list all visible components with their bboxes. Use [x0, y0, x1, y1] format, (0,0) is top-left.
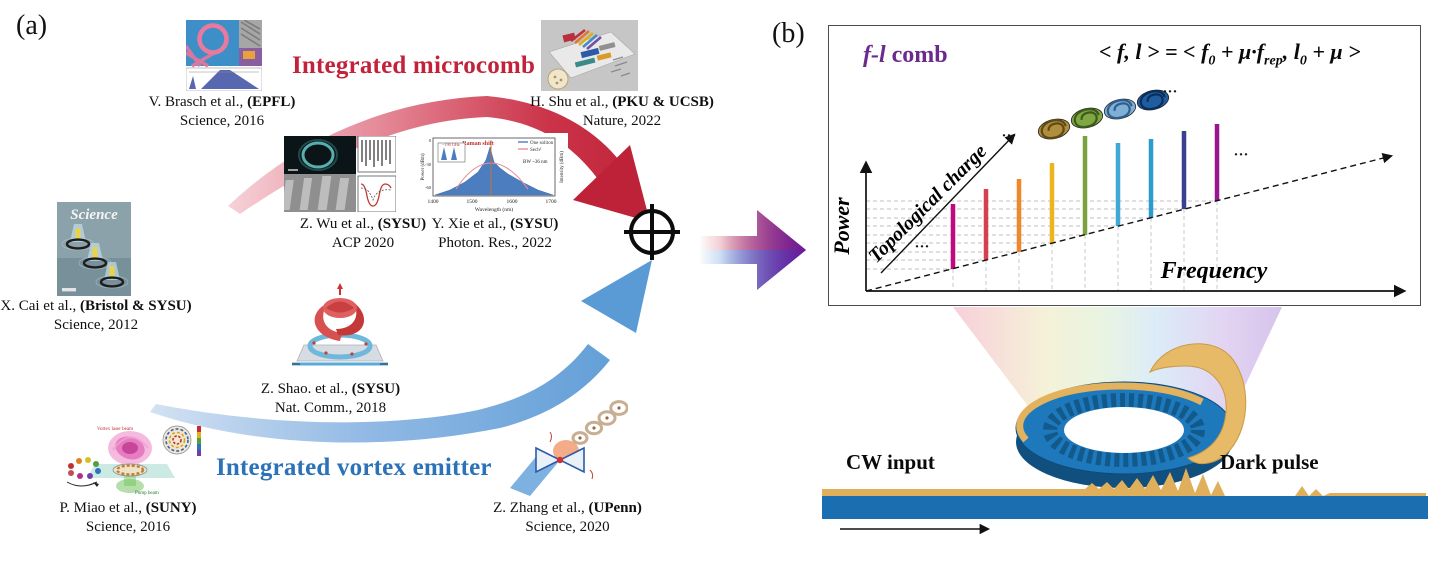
miao-figure-image: Vortex laser beam Pump beam [66, 425, 201, 496]
rainbow-ring [66, 457, 101, 487]
vortex-ring-chain [571, 400, 628, 445]
citation-xie: Y. Xie et al., (SYSU) Photon. Res., 2022 [431, 216, 559, 251]
ellipsis-mark: ··· [1162, 84, 1177, 100]
citation-wu: Z. Wu et al., (SYSU) ACP 2020 [299, 216, 427, 251]
citation-cai: X. Cai et al., (Bristol & SYSU) Science,… [0, 298, 192, 333]
xie-inset-label: ~190 GHz [442, 142, 460, 147]
xie-bw-label: BW ~36 nm [523, 160, 548, 165]
miao-pump-label: Pump beam [135, 491, 159, 496]
dark-pulse-label: Dark pulse [1220, 450, 1319, 474]
vortex-arrow [150, 260, 652, 443]
vortex-spiral-icon [1136, 89, 1170, 111]
shao-figure-image [292, 283, 388, 366]
miao-vortex-label: Vortex laser beam [97, 427, 133, 432]
comb-plot: ············ Power Frequency Topological… [829, 84, 1407, 298]
svg-text:1700: 1700 [546, 199, 557, 205]
pink-vortex [108, 431, 152, 493]
panel-b-label: (b) [772, 18, 805, 49]
svg-text:-30: -30 [425, 162, 432, 167]
cai-figure-image: Science [57, 202, 131, 296]
science-cover-masthead: Science [70, 207, 118, 223]
xie-figure-image: Raman shift One soliton Sech² BW ~36 nm … [420, 133, 568, 213]
panel-a-label: (a) [16, 10, 48, 41]
microring-device [822, 307, 1428, 535]
ellipsis-mark: ··· [1001, 128, 1016, 144]
xie-legend-1: One soliton [530, 141, 554, 146]
xie-annotation: Raman shift [462, 141, 494, 147]
vortex-light-cone [953, 307, 1282, 422]
citation-shao: Z. Shao. et al., (SYSU) Nat. Comm., 2018 [260, 381, 401, 416]
power-axis-label: Power [829, 197, 854, 256]
xie-ylabel-right: Intensity (dBm) [560, 151, 565, 183]
frequency-axis-label: Frequency [1160, 258, 1268, 284]
wu-figure-image [284, 136, 396, 212]
optical-waveform [822, 468, 1426, 496]
xie-ylabel: Power (dBm) [421, 153, 426, 180]
comb-formula: < f, l > = < f0 + μ·frep, l0 + μ > [1099, 39, 1361, 69]
citation-shu: H. Shu et al., (PKU & UCSB) Nature, 2022 [530, 94, 714, 129]
colorbar [197, 426, 201, 456]
citation-zhang: Z. Zhang et al., (UPenn) Science, 2020 [493, 500, 642, 535]
microcomb-title: Integrated microcomb [292, 52, 536, 79]
zhang-figure-image [510, 400, 628, 496]
bus-waveguide [822, 496, 1428, 519]
citation-miao: P. Miao et al., (SUNY) Science, 2016 [59, 500, 197, 535]
svg-text:1600: 1600 [507, 199, 518, 205]
cw-input-label: CW input [846, 450, 935, 474]
svg-text:-60: -60 [425, 185, 432, 190]
ellipsis-mark: ··· [1233, 147, 1248, 163]
vortex-title: Integrated vortex emitter [216, 454, 492, 481]
shu-figure-image [541, 20, 638, 91]
svg-text:1400: 1400 [428, 199, 439, 205]
cover-rings [61, 224, 129, 289]
xie-xlabel: Wavelength (nm) [475, 206, 513, 213]
spiral-interference [162, 425, 192, 455]
vortex-spiral-icon [1070, 107, 1104, 129]
svg-text:0: 0 [429, 138, 432, 143]
fusion-arrow-icon [700, 210, 806, 290]
fl-comb-title: f-l comb [863, 42, 948, 68]
gold-wave-ribbon [1016, 382, 1204, 443]
citation-brasch: V. Brasch et al., (EPFL) Science, 2016 [148, 94, 296, 129]
combine-plus-icon [624, 204, 680, 260]
comb-baseline-diagonal [865, 153, 1394, 292]
vortex-spiral-icon [1103, 98, 1137, 120]
vortex-spiral-icon [1037, 118, 1071, 140]
topological-charge-axis [880, 133, 1016, 274]
brasch-figure-image [186, 20, 262, 91]
xie-legend-2: Sech² [530, 147, 542, 153]
gold-wave-curl [1148, 343, 1247, 465]
svg-text:1500: 1500 [467, 199, 478, 205]
red-vortex-beam [314, 283, 365, 341]
microring-resonator [1015, 343, 1247, 488]
fl-comb-panel: ··· ··· ··· ··· Power Frequency Topological… [828, 25, 1421, 306]
ellipsis-mark: ··· [914, 239, 929, 255]
